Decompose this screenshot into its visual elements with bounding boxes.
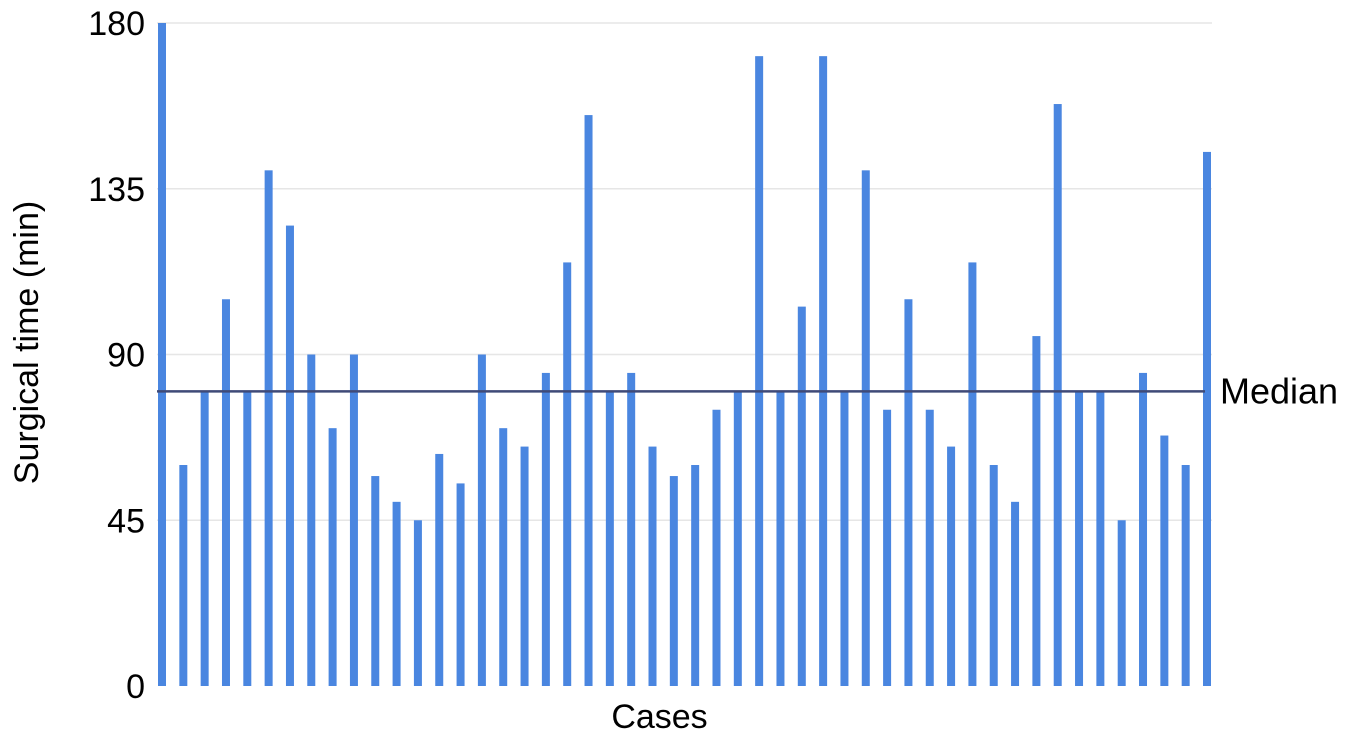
bar <box>1075 391 1084 686</box>
y-tick-label: 135 <box>88 171 145 209</box>
y-tick-label: 45 <box>107 502 145 540</box>
bar <box>904 299 913 686</box>
bars <box>158 23 1211 687</box>
bar <box>861 170 870 687</box>
median-marker <box>1205 330 1209 440</box>
bar <box>456 483 465 686</box>
bar <box>968 262 977 686</box>
bar <box>1096 391 1105 686</box>
bar <box>328 428 337 686</box>
bar <box>819 56 828 686</box>
bar <box>797 306 806 686</box>
bar <box>989 465 998 686</box>
bar <box>883 409 892 686</box>
bar <box>520 446 529 686</box>
bar <box>264 170 273 687</box>
bar <box>627 372 636 686</box>
bar <box>605 391 614 686</box>
bar <box>563 262 572 686</box>
bar <box>413 520 422 686</box>
bar <box>371 476 380 686</box>
bar <box>648 446 657 686</box>
bar <box>840 391 849 686</box>
bar <box>200 391 209 686</box>
y-tick-label: 180 <box>88 5 145 43</box>
bar <box>712 409 721 686</box>
bar <box>392 501 401 686</box>
y-tick-label: 0 <box>126 668 145 706</box>
bar <box>1117 520 1126 686</box>
bar <box>1181 465 1190 686</box>
bar <box>776 391 785 686</box>
bar <box>285 225 294 687</box>
y-tick-label: 90 <box>107 337 145 375</box>
bar <box>499 428 508 686</box>
bar <box>435 453 444 686</box>
median-label: Median <box>1220 370 1338 411</box>
bar <box>1160 435 1169 686</box>
bar <box>243 391 252 686</box>
bar <box>1139 372 1148 686</box>
bar <box>1032 336 1041 686</box>
x-axis-label: Cases <box>611 698 707 736</box>
bar <box>947 446 956 686</box>
bar <box>669 476 678 686</box>
bar <box>1053 104 1062 687</box>
bar <box>755 56 764 686</box>
bar <box>221 299 230 686</box>
y-tick-labels: 0 45 90 135 180 <box>88 5 145 706</box>
bar <box>733 391 742 686</box>
bar <box>307 354 316 686</box>
bar <box>691 465 700 686</box>
bar <box>179 465 188 686</box>
bar <box>349 354 358 686</box>
bar <box>477 354 486 686</box>
bar <box>584 115 593 687</box>
bar <box>925 409 934 686</box>
y-axis-label: Surgical time (min) <box>8 201 46 484</box>
bar <box>541 372 550 686</box>
bar <box>1011 501 1020 686</box>
bar <box>158 23 166 686</box>
